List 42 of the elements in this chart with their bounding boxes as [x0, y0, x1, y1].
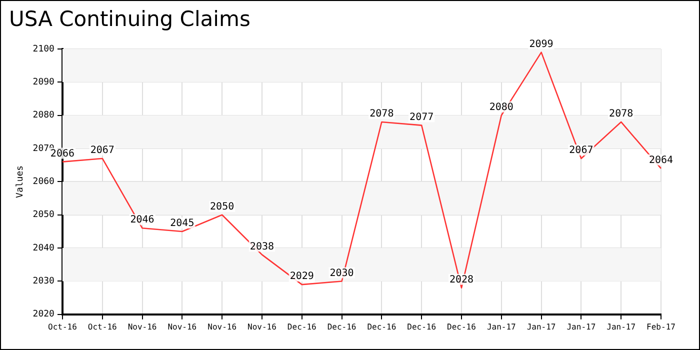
- x-tick-label: Oct-16: [48, 322, 78, 332]
- data-label: 2067: [90, 145, 114, 156]
- x-tick-label: Nov-16: [168, 322, 197, 332]
- y-tick-label: 2020: [32, 310, 54, 320]
- x-tick-label: Nov-16: [248, 322, 277, 332]
- data-label: 2078: [370, 108, 394, 120]
- x-tick-label: Jan-17: [486, 322, 516, 332]
- data-label: 2067: [569, 145, 594, 156]
- y-tick-label: 2100: [32, 44, 54, 54]
- x-tick-label: Dec-16: [287, 322, 317, 332]
- y-tick-label: 2030: [32, 276, 54, 287]
- data-label: 2077: [410, 112, 434, 123]
- data-label: 2078: [609, 108, 634, 120]
- y-tick-label: 2090: [32, 78, 54, 88]
- x-tick-label: Oct-16: [88, 322, 118, 332]
- y-tick-label: 2060: [32, 177, 54, 188]
- y-axis-title: Values: [16, 165, 26, 198]
- data-label: 2046: [130, 214, 154, 226]
- x-tick-label: Feb-17: [646, 322, 676, 332]
- x-tick-label: Dec-16: [327, 322, 356, 332]
- x-tick-label: Dec-16: [447, 322, 476, 332]
- y-tick-label: 2050: [32, 210, 54, 220]
- data-label: 2066: [50, 148, 75, 160]
- data-label: 2064: [648, 155, 674, 166]
- chart-title: USA Continuing Claims: [9, 7, 250, 31]
- x-tick-label: Nov-16: [128, 322, 157, 332]
- x-tick-label: Jan-17: [526, 322, 556, 332]
- data-label: 2050: [210, 201, 234, 212]
- data-label: 2080: [489, 102, 514, 113]
- x-tick-label: Nov-16: [208, 322, 237, 332]
- data-label: 2028: [449, 274, 474, 286]
- data-label: 2045: [170, 218, 194, 230]
- data-label: 2029: [290, 271, 314, 282]
- y-tick-label: 2040: [32, 243, 54, 254]
- x-tick-label: Jan-17: [606, 322, 636, 332]
- x-tick-label: Jan-17: [566, 322, 596, 332]
- data-label: 2030: [330, 268, 354, 279]
- x-tick-label: Dec-16: [367, 322, 396, 332]
- data-label: 2099: [529, 38, 554, 50]
- y-tick-label: 2080: [32, 110, 54, 121]
- data-label: 2038: [250, 241, 274, 252]
- x-tick-label: Dec-16: [407, 322, 436, 332]
